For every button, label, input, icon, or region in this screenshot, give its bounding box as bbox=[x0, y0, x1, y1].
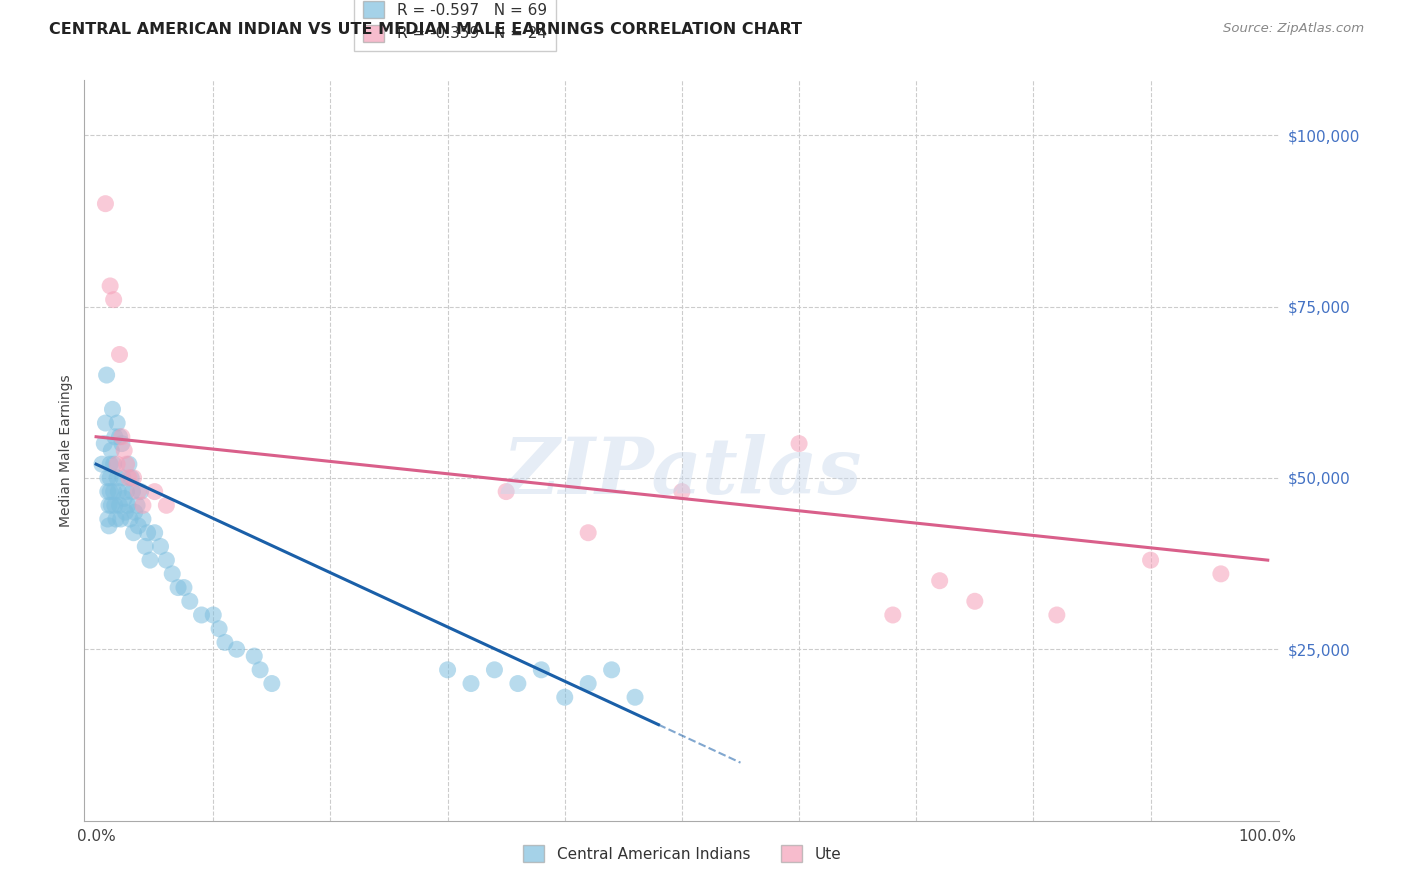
Point bbox=[624, 690, 647, 705]
Point bbox=[136, 525, 159, 540]
Point bbox=[554, 690, 576, 705]
Point bbox=[105, 457, 128, 471]
Point bbox=[208, 622, 231, 636]
Point bbox=[576, 525, 599, 540]
Point bbox=[105, 416, 128, 430]
Point bbox=[122, 525, 145, 540]
Point bbox=[149, 540, 172, 554]
Point bbox=[576, 676, 599, 690]
Point bbox=[132, 512, 155, 526]
Point bbox=[243, 649, 266, 664]
Point bbox=[97, 512, 120, 526]
Point bbox=[97, 471, 120, 485]
Point bbox=[98, 471, 121, 485]
Point bbox=[96, 368, 118, 382]
Point bbox=[118, 457, 141, 471]
Point bbox=[190, 607, 212, 622]
Point bbox=[155, 553, 177, 567]
Point bbox=[260, 676, 283, 690]
Point bbox=[107, 484, 129, 499]
Point bbox=[110, 512, 132, 526]
Point bbox=[214, 635, 236, 649]
Point bbox=[118, 471, 141, 485]
Point bbox=[104, 430, 127, 444]
Point bbox=[114, 505, 136, 519]
Point bbox=[249, 663, 271, 677]
Point bbox=[1046, 607, 1069, 622]
Point bbox=[98, 498, 120, 512]
Point bbox=[225, 642, 247, 657]
Y-axis label: Median Male Earnings: Median Male Earnings bbox=[59, 374, 73, 527]
Text: CENTRAL AMERICAN INDIAN VS UTE MEDIAN MALE EARNINGS CORRELATION CHART: CENTRAL AMERICAN INDIAN VS UTE MEDIAN MA… bbox=[49, 22, 803, 37]
Point bbox=[112, 471, 135, 485]
Point bbox=[129, 484, 152, 499]
Point bbox=[94, 196, 117, 211]
Point bbox=[127, 484, 149, 499]
Point bbox=[100, 443, 122, 458]
Point bbox=[98, 457, 121, 471]
Point bbox=[173, 581, 195, 595]
Point bbox=[120, 471, 142, 485]
Point bbox=[1209, 566, 1232, 581]
Point bbox=[103, 293, 125, 307]
Point bbox=[127, 498, 149, 512]
Point bbox=[143, 484, 166, 499]
Point bbox=[963, 594, 986, 608]
Point bbox=[108, 498, 131, 512]
Point bbox=[100, 498, 122, 512]
Point bbox=[506, 676, 529, 690]
Point bbox=[155, 498, 177, 512]
Point bbox=[134, 540, 156, 554]
Point bbox=[124, 505, 146, 519]
Point bbox=[139, 553, 162, 567]
Point bbox=[530, 663, 553, 677]
Point bbox=[143, 525, 166, 540]
Point bbox=[132, 498, 155, 512]
Point bbox=[112, 443, 135, 458]
Point bbox=[104, 498, 127, 512]
Point bbox=[600, 663, 623, 677]
Point bbox=[105, 512, 127, 526]
Point bbox=[167, 581, 190, 595]
Point bbox=[108, 430, 131, 444]
Point bbox=[97, 484, 120, 499]
Point bbox=[127, 519, 149, 533]
Point bbox=[98, 519, 120, 533]
Point bbox=[1139, 553, 1161, 567]
Point bbox=[98, 279, 121, 293]
Point bbox=[117, 498, 139, 512]
Point bbox=[162, 566, 183, 581]
Point bbox=[111, 430, 134, 444]
Point bbox=[115, 484, 138, 499]
Point bbox=[93, 436, 115, 450]
Point bbox=[460, 676, 482, 690]
Point bbox=[105, 471, 128, 485]
Point bbox=[108, 347, 131, 361]
Point bbox=[121, 484, 143, 499]
Point bbox=[436, 663, 458, 677]
Point bbox=[671, 484, 693, 499]
Point bbox=[179, 594, 201, 608]
Point bbox=[98, 484, 121, 499]
Point bbox=[103, 457, 125, 471]
Point bbox=[115, 457, 138, 471]
Point bbox=[90, 457, 114, 471]
Text: Source: ZipAtlas.com: Source: ZipAtlas.com bbox=[1223, 22, 1364, 36]
Point bbox=[120, 512, 141, 526]
Point bbox=[101, 402, 124, 417]
Point bbox=[112, 491, 135, 506]
Text: ZIPatlas: ZIPatlas bbox=[502, 434, 862, 511]
Point bbox=[928, 574, 950, 588]
Point bbox=[484, 663, 506, 677]
Point bbox=[202, 607, 225, 622]
Point bbox=[787, 436, 810, 450]
Point bbox=[94, 416, 117, 430]
Point bbox=[495, 484, 517, 499]
Point bbox=[882, 607, 904, 622]
Point bbox=[122, 471, 145, 485]
Point bbox=[103, 484, 125, 499]
Legend: Central American Indians, Ute: Central American Indians, Ute bbox=[517, 838, 846, 869]
Point bbox=[111, 436, 134, 450]
